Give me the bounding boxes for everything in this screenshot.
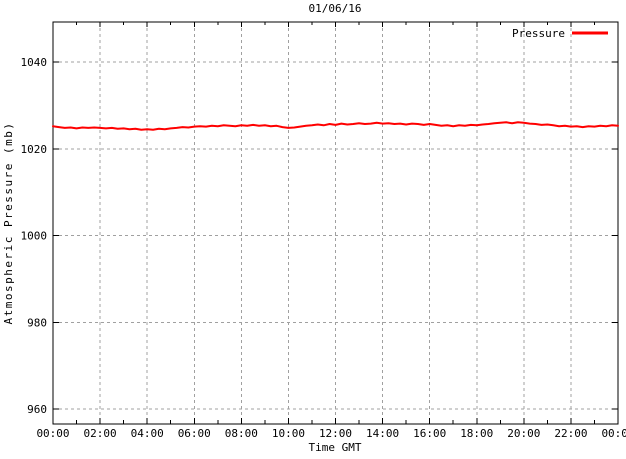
y-tick-label: 1040	[21, 56, 48, 69]
x-tick-label: 12:00	[319, 427, 352, 440]
y-tick-label: 960	[27, 403, 47, 416]
y-tick-label: 1000	[21, 230, 48, 243]
pressure-line	[52, 121, 619, 131]
x-tick-label: 06:00	[178, 427, 211, 440]
x-tick-label: 20:00	[507, 427, 540, 440]
y-tick-label: 1020	[21, 143, 48, 156]
chart-title: 01/06/16	[309, 2, 362, 15]
x-tick-label: 16:00	[413, 427, 446, 440]
tick-labels: 00:00 02:00 04:00 06:00 08:00 10:00 12:00 14:00…	[21, 56, 626, 440]
x-tick-label: 08:00	[225, 427, 258, 440]
x-tick-label: 14:00	[366, 427, 399, 440]
x-tick-label: 10:00	[272, 427, 305, 440]
x-axis-label: Time GMT	[309, 441, 362, 454]
x-tick-label: 02:00	[84, 427, 117, 440]
x-tick-label: 18:00	[460, 427, 493, 440]
x-tick-label: 00:00	[601, 427, 626, 440]
x-tick-label: 22:00	[554, 427, 587, 440]
data-series	[52, 121, 619, 131]
legend-label: Pressure	[512, 27, 565, 40]
y-tick-label: 980	[27, 316, 47, 329]
x-tick-label: 00:00	[36, 427, 69, 440]
x-tick-label: 04:00	[131, 427, 164, 440]
grid-lines	[52, 22, 619, 424]
plot-border	[52, 21, 619, 425]
y-axis-label: Atmospheric Pressure (mb)	[2, 121, 15, 324]
